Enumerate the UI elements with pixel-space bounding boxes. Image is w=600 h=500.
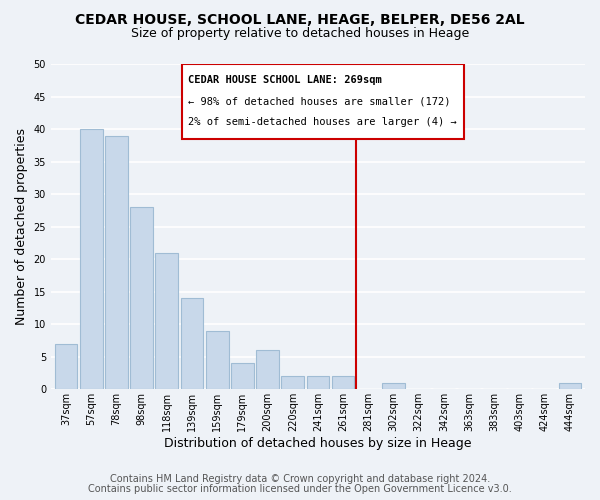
Bar — [155, 252, 178, 390]
FancyBboxPatch shape — [182, 64, 464, 139]
Bar — [130, 207, 153, 390]
X-axis label: Distribution of detached houses by size in Heage: Distribution of detached houses by size … — [164, 437, 472, 450]
Bar — [206, 330, 229, 390]
Text: Contains HM Land Registry data © Crown copyright and database right 2024.: Contains HM Land Registry data © Crown c… — [110, 474, 490, 484]
Bar — [231, 364, 254, 390]
Bar — [332, 376, 355, 390]
Bar — [181, 298, 203, 390]
Text: CEDAR HOUSE SCHOOL LANE: 269sqm: CEDAR HOUSE SCHOOL LANE: 269sqm — [188, 76, 382, 86]
Y-axis label: Number of detached properties: Number of detached properties — [15, 128, 28, 325]
Text: Size of property relative to detached houses in Heage: Size of property relative to detached ho… — [131, 28, 469, 40]
Bar — [382, 383, 405, 390]
Bar — [55, 344, 77, 390]
Bar — [281, 376, 304, 390]
Text: 2% of semi-detached houses are larger (4) →: 2% of semi-detached houses are larger (4… — [188, 118, 457, 128]
Text: CEDAR HOUSE, SCHOOL LANE, HEAGE, BELPER, DE56 2AL: CEDAR HOUSE, SCHOOL LANE, HEAGE, BELPER,… — [75, 12, 525, 26]
Text: ← 98% of detached houses are smaller (172): ← 98% of detached houses are smaller (17… — [188, 96, 451, 106]
Bar — [105, 136, 128, 390]
Text: Contains public sector information licensed under the Open Government Licence v3: Contains public sector information licen… — [88, 484, 512, 494]
Bar — [307, 376, 329, 390]
Bar — [80, 129, 103, 390]
Bar — [256, 350, 279, 390]
Bar — [559, 383, 581, 390]
